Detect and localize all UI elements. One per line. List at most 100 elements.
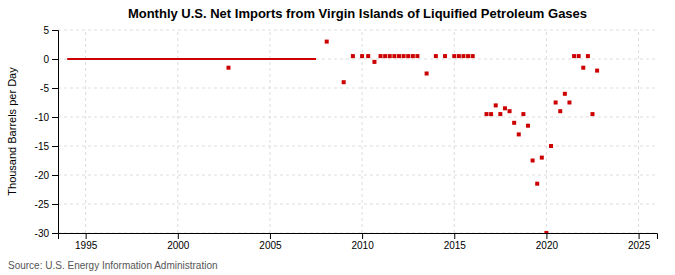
y-tick-label: -30 xyxy=(35,228,50,239)
point xyxy=(351,54,355,58)
chart: 1995 2000 2005 2010 2015 2020 2025 5 0 -5 -10 -15 -2… xyxy=(0,0,675,275)
point xyxy=(544,231,548,233)
point xyxy=(397,54,401,58)
point xyxy=(342,80,346,84)
y-axis-title: Thousand Barrels per Day xyxy=(6,67,18,196)
point xyxy=(466,54,470,58)
point xyxy=(558,109,562,113)
point xyxy=(457,54,461,58)
y-grid-line xyxy=(58,88,657,89)
point xyxy=(425,72,429,76)
x-grid-line xyxy=(546,30,547,233)
point xyxy=(226,66,230,70)
point xyxy=(567,101,571,105)
point xyxy=(554,101,558,105)
y-tick-label: -10 xyxy=(35,112,50,123)
y-tick: -10 xyxy=(35,112,58,123)
point xyxy=(461,54,465,58)
y-tick: -15 xyxy=(35,141,58,152)
point xyxy=(508,109,512,113)
x-tick-label: 2005 xyxy=(259,240,282,251)
y-tick-mark xyxy=(52,146,58,147)
y-tick: -20 xyxy=(35,170,58,181)
point xyxy=(485,112,489,116)
y-axis-line xyxy=(52,31,59,234)
point xyxy=(577,54,581,58)
grid xyxy=(58,30,657,233)
x-tick: 2010 xyxy=(351,233,374,251)
y-tick-label: 5 xyxy=(43,25,49,36)
point xyxy=(503,106,507,110)
y-grid-line xyxy=(58,117,657,118)
x-tick-mark xyxy=(270,233,271,239)
y-tick-mark xyxy=(52,30,58,31)
y-tick-label: -15 xyxy=(35,141,50,152)
point xyxy=(434,54,438,58)
y-tick-mark xyxy=(52,88,58,89)
x-tick-label: 2020 xyxy=(536,240,559,251)
point xyxy=(383,54,387,58)
y-tick: 5 xyxy=(43,25,58,36)
x-tick-mark xyxy=(546,233,547,239)
point xyxy=(549,144,553,148)
point xyxy=(402,54,406,58)
y-tick: 0 xyxy=(43,54,58,65)
y-tick-mark xyxy=(52,117,58,118)
point xyxy=(443,54,447,58)
point xyxy=(415,54,419,58)
x-tick-label: 2025 xyxy=(628,240,651,251)
point xyxy=(498,112,502,116)
point xyxy=(540,156,544,160)
x-tick-label: 2000 xyxy=(167,240,190,251)
x-tick-label: 1995 xyxy=(75,240,98,251)
point xyxy=(411,54,415,58)
x-tick-label: 2015 xyxy=(444,240,467,251)
x-tick: 2020 xyxy=(536,233,559,251)
point xyxy=(512,121,516,125)
x-tick-mark xyxy=(178,233,179,239)
point xyxy=(563,92,567,96)
point xyxy=(526,124,530,128)
point xyxy=(452,54,456,58)
point xyxy=(572,54,576,58)
y-tick-label: -20 xyxy=(35,170,50,181)
point xyxy=(360,54,364,58)
x-tick: 2000 xyxy=(167,233,190,251)
point xyxy=(406,54,410,58)
x-tick-mark xyxy=(86,233,87,239)
y-tick-mark xyxy=(52,204,58,205)
x-axis-line xyxy=(59,234,658,240)
line xyxy=(67,58,316,60)
y-tick-label: -25 xyxy=(35,199,50,210)
y-grid-line xyxy=(58,59,657,60)
y-tick: -5 xyxy=(40,83,58,94)
title: Monthly U.S. Net Imports from Virgin Isl… xyxy=(128,6,587,21)
point xyxy=(471,54,475,58)
y-tick-label: -5 xyxy=(40,83,49,94)
point xyxy=(521,112,525,116)
y-tick-mark xyxy=(52,175,58,176)
point xyxy=(489,112,493,116)
point xyxy=(372,60,376,64)
y-tick-mark xyxy=(52,59,58,60)
y-grid-line xyxy=(58,30,657,31)
point xyxy=(590,112,594,116)
x-axis: 1995 2000 2005 2010 2015 2020 2025 xyxy=(59,233,658,251)
x-grid-line xyxy=(177,30,178,233)
point xyxy=(535,182,539,186)
point xyxy=(531,159,535,163)
y-tick: -25 xyxy=(35,199,58,210)
point xyxy=(392,54,396,58)
point xyxy=(325,40,329,44)
y-tick: -30 xyxy=(35,228,58,239)
x-grid-line xyxy=(638,30,639,233)
point xyxy=(595,69,599,73)
x-tick: 2005 xyxy=(259,233,282,251)
x-tick: 2015 xyxy=(444,233,467,251)
x-tick-mark xyxy=(362,233,363,239)
point xyxy=(586,54,590,58)
x-grid-line xyxy=(362,30,363,233)
x-tick-mark xyxy=(639,233,640,239)
point xyxy=(388,54,392,58)
y-tick-mark xyxy=(52,233,58,234)
